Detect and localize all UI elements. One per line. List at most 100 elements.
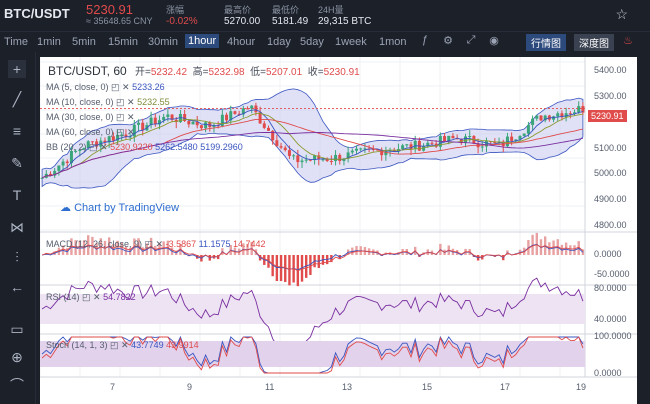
brush-icon[interactable]: ✎ <box>11 155 23 171</box>
chart-area[interactable]: BTC/USDT, 60 开=5232.42 高=5232.98 低=5207.… <box>40 57 637 404</box>
tf-1week[interactable]: 1week <box>335 36 367 48</box>
ma60-legend[interactable]: MA (60, close, 0) ◰ ✕ <box>46 127 135 137</box>
macd-label: MACD (12, 26, close, 9) <box>46 239 143 249</box>
macd-legend[interactable]: MACD (12, 26, close, 9) ◰ ✕ -3.5867 11.1… <box>46 239 266 249</box>
candle-body <box>514 139 518 141</box>
pair-title[interactable]: BTC/USDT <box>4 6 70 21</box>
candle-body <box>434 143 438 147</box>
candle-body <box>262 123 266 128</box>
rsi-legend[interactable]: RSI (14) ◰ ✕ 54.7822 <box>46 292 136 302</box>
candle-body <box>484 141 488 147</box>
candle-body <box>422 146 426 151</box>
bollinger-fill <box>41 88 584 189</box>
candle-body <box>522 133 526 136</box>
candle-body <box>338 154 342 161</box>
candle-body <box>359 148 363 150</box>
ma10-label: MA (10, close, 0) <box>46 97 114 107</box>
ma60-label: MA (60, close, 0) <box>46 127 114 137</box>
low-label: 最低价 <box>272 5 300 15</box>
rsi-tick: 40.0000 <box>594 314 627 324</box>
stoch-legend[interactable]: Stoch (14, 1, 3) ◰ ✕ 43.7749 43.9914 <box>46 340 199 350</box>
candle-body <box>401 145 405 150</box>
candle-body <box>464 136 468 144</box>
price-tick: 4900.00 <box>594 194 627 204</box>
tf-1day[interactable]: 1day <box>267 36 291 48</box>
camera-icon[interactable]: ◉ <box>489 35 499 47</box>
fullscreen-icon[interactable]: ⤢ <box>466 34 476 46</box>
candle-body <box>468 136 472 138</box>
candle-body <box>204 122 208 129</box>
candle-body <box>430 142 434 144</box>
text-icon[interactable]: T <box>12 187 22 203</box>
stoch-label: Stoch (14, 1, 3) <box>46 340 108 350</box>
candle-body <box>250 105 254 109</box>
candle-body <box>271 130 275 141</box>
settings-icon[interactable]: ⚙ <box>443 35 453 47</box>
candle-body <box>531 118 535 125</box>
candle-body <box>426 142 430 147</box>
tf-1min[interactable]: 1min <box>37 36 61 48</box>
candle-body <box>103 140 107 143</box>
candle-body <box>317 155 321 160</box>
candle-body <box>313 155 317 161</box>
timeframe-bar: Time 1min 5min 15min 30min 1hour 4hour 1… <box>0 31 650 52</box>
symbol-title: BTC/USDT, 60 <box>48 64 127 78</box>
pattern-icon[interactable]: ⋈ <box>10 219 24 235</box>
candle-body <box>568 113 572 115</box>
crosshair-icon[interactable]: + <box>8 60 26 78</box>
market-chart-button[interactable]: 行情图 <box>526 34 566 51</box>
cny-price: ≈ 35648.65 CNY <box>86 16 153 26</box>
price-tick: 5400.00 <box>594 65 627 75</box>
magnet-icon[interactable]: ⌒ <box>10 377 24 393</box>
ma5-label: MA (5, close, 0) <box>46 82 109 92</box>
last-price: 5230.91 <box>86 2 133 17</box>
brand-label: Chart by TradingView <box>74 202 180 214</box>
back-arrow-icon[interactable]: ← <box>10 279 24 295</box>
tf-4hour[interactable]: 4hour <box>227 36 256 48</box>
candle-body <box>229 111 233 121</box>
macd-tick: -50.0000 <box>594 269 630 279</box>
candle-body <box>116 135 120 141</box>
bb-label: BB (20, 2) <box>46 142 87 152</box>
candle-body <box>300 160 304 163</box>
candle-body <box>40 177 44 179</box>
star-icon[interactable]: ☆ <box>615 6 628 22</box>
tf-5min[interactable]: 5min <box>72 36 96 48</box>
candle-body <box>283 147 287 151</box>
candle-body <box>170 114 174 120</box>
candle-body <box>124 134 128 137</box>
zoom-in-icon[interactable]: ⊕ <box>11 349 23 365</box>
tradingview-brand[interactable]: ☁ Chart by TradingView <box>60 201 179 214</box>
depth-chart-button[interactable]: 深度图 <box>574 34 614 51</box>
candle-body <box>266 127 270 131</box>
ma30-legend[interactable]: MA (30, close, 0) ◰ ✕ <box>46 112 135 122</box>
ma10-legend[interactable]: MA (10, close, 0) ◰ ✕ 5232.55 <box>46 97 170 107</box>
trendline-icon[interactable]: ╱ <box>12 91 22 107</box>
candle-body <box>371 148 375 150</box>
macd-bar <box>288 255 291 286</box>
flame-icon[interactable]: ♨ <box>623 35 633 47</box>
tf-30min[interactable]: 30min <box>148 36 178 48</box>
tf-1hour[interactable]: 1hour <box>185 34 220 48</box>
tf-1mon[interactable]: 1mon <box>379 36 407 48</box>
candle-body <box>552 116 556 120</box>
fib-icon[interactable]: ≡ <box>12 123 22 139</box>
ruler-icon[interactable]: ▭ <box>10 321 24 337</box>
macd-bar <box>300 255 304 282</box>
measure-icon[interactable]: ⫶ <box>15 249 19 265</box>
low-value: 5181.49 <box>272 16 309 27</box>
tf-time[interactable]: Time <box>4 36 29 48</box>
stoch-value-1: 43.7749 <box>131 340 164 350</box>
ma5-legend[interactable]: MA (5, close, 0) ◰ ✕ 5233.26 <box>46 82 165 92</box>
bb-value-1: 5230.9220 <box>110 142 153 152</box>
candle-body <box>296 155 300 163</box>
tf-15min[interactable]: 15min <box>108 36 138 48</box>
ma10-value: 5232.55 <box>137 97 170 107</box>
tf-5day[interactable]: 5day <box>300 36 324 48</box>
bb-legend[interactable]: BB (20, 2) ◰ ✕ 5230.9220 5262.5480 5199.… <box>46 142 243 152</box>
change-value: -0.02% <box>166 16 198 27</box>
indicator-icon[interactable]: ƒ <box>421 34 429 46</box>
candle-body <box>505 136 509 147</box>
candle-body <box>447 135 451 142</box>
candle-body <box>518 135 522 140</box>
